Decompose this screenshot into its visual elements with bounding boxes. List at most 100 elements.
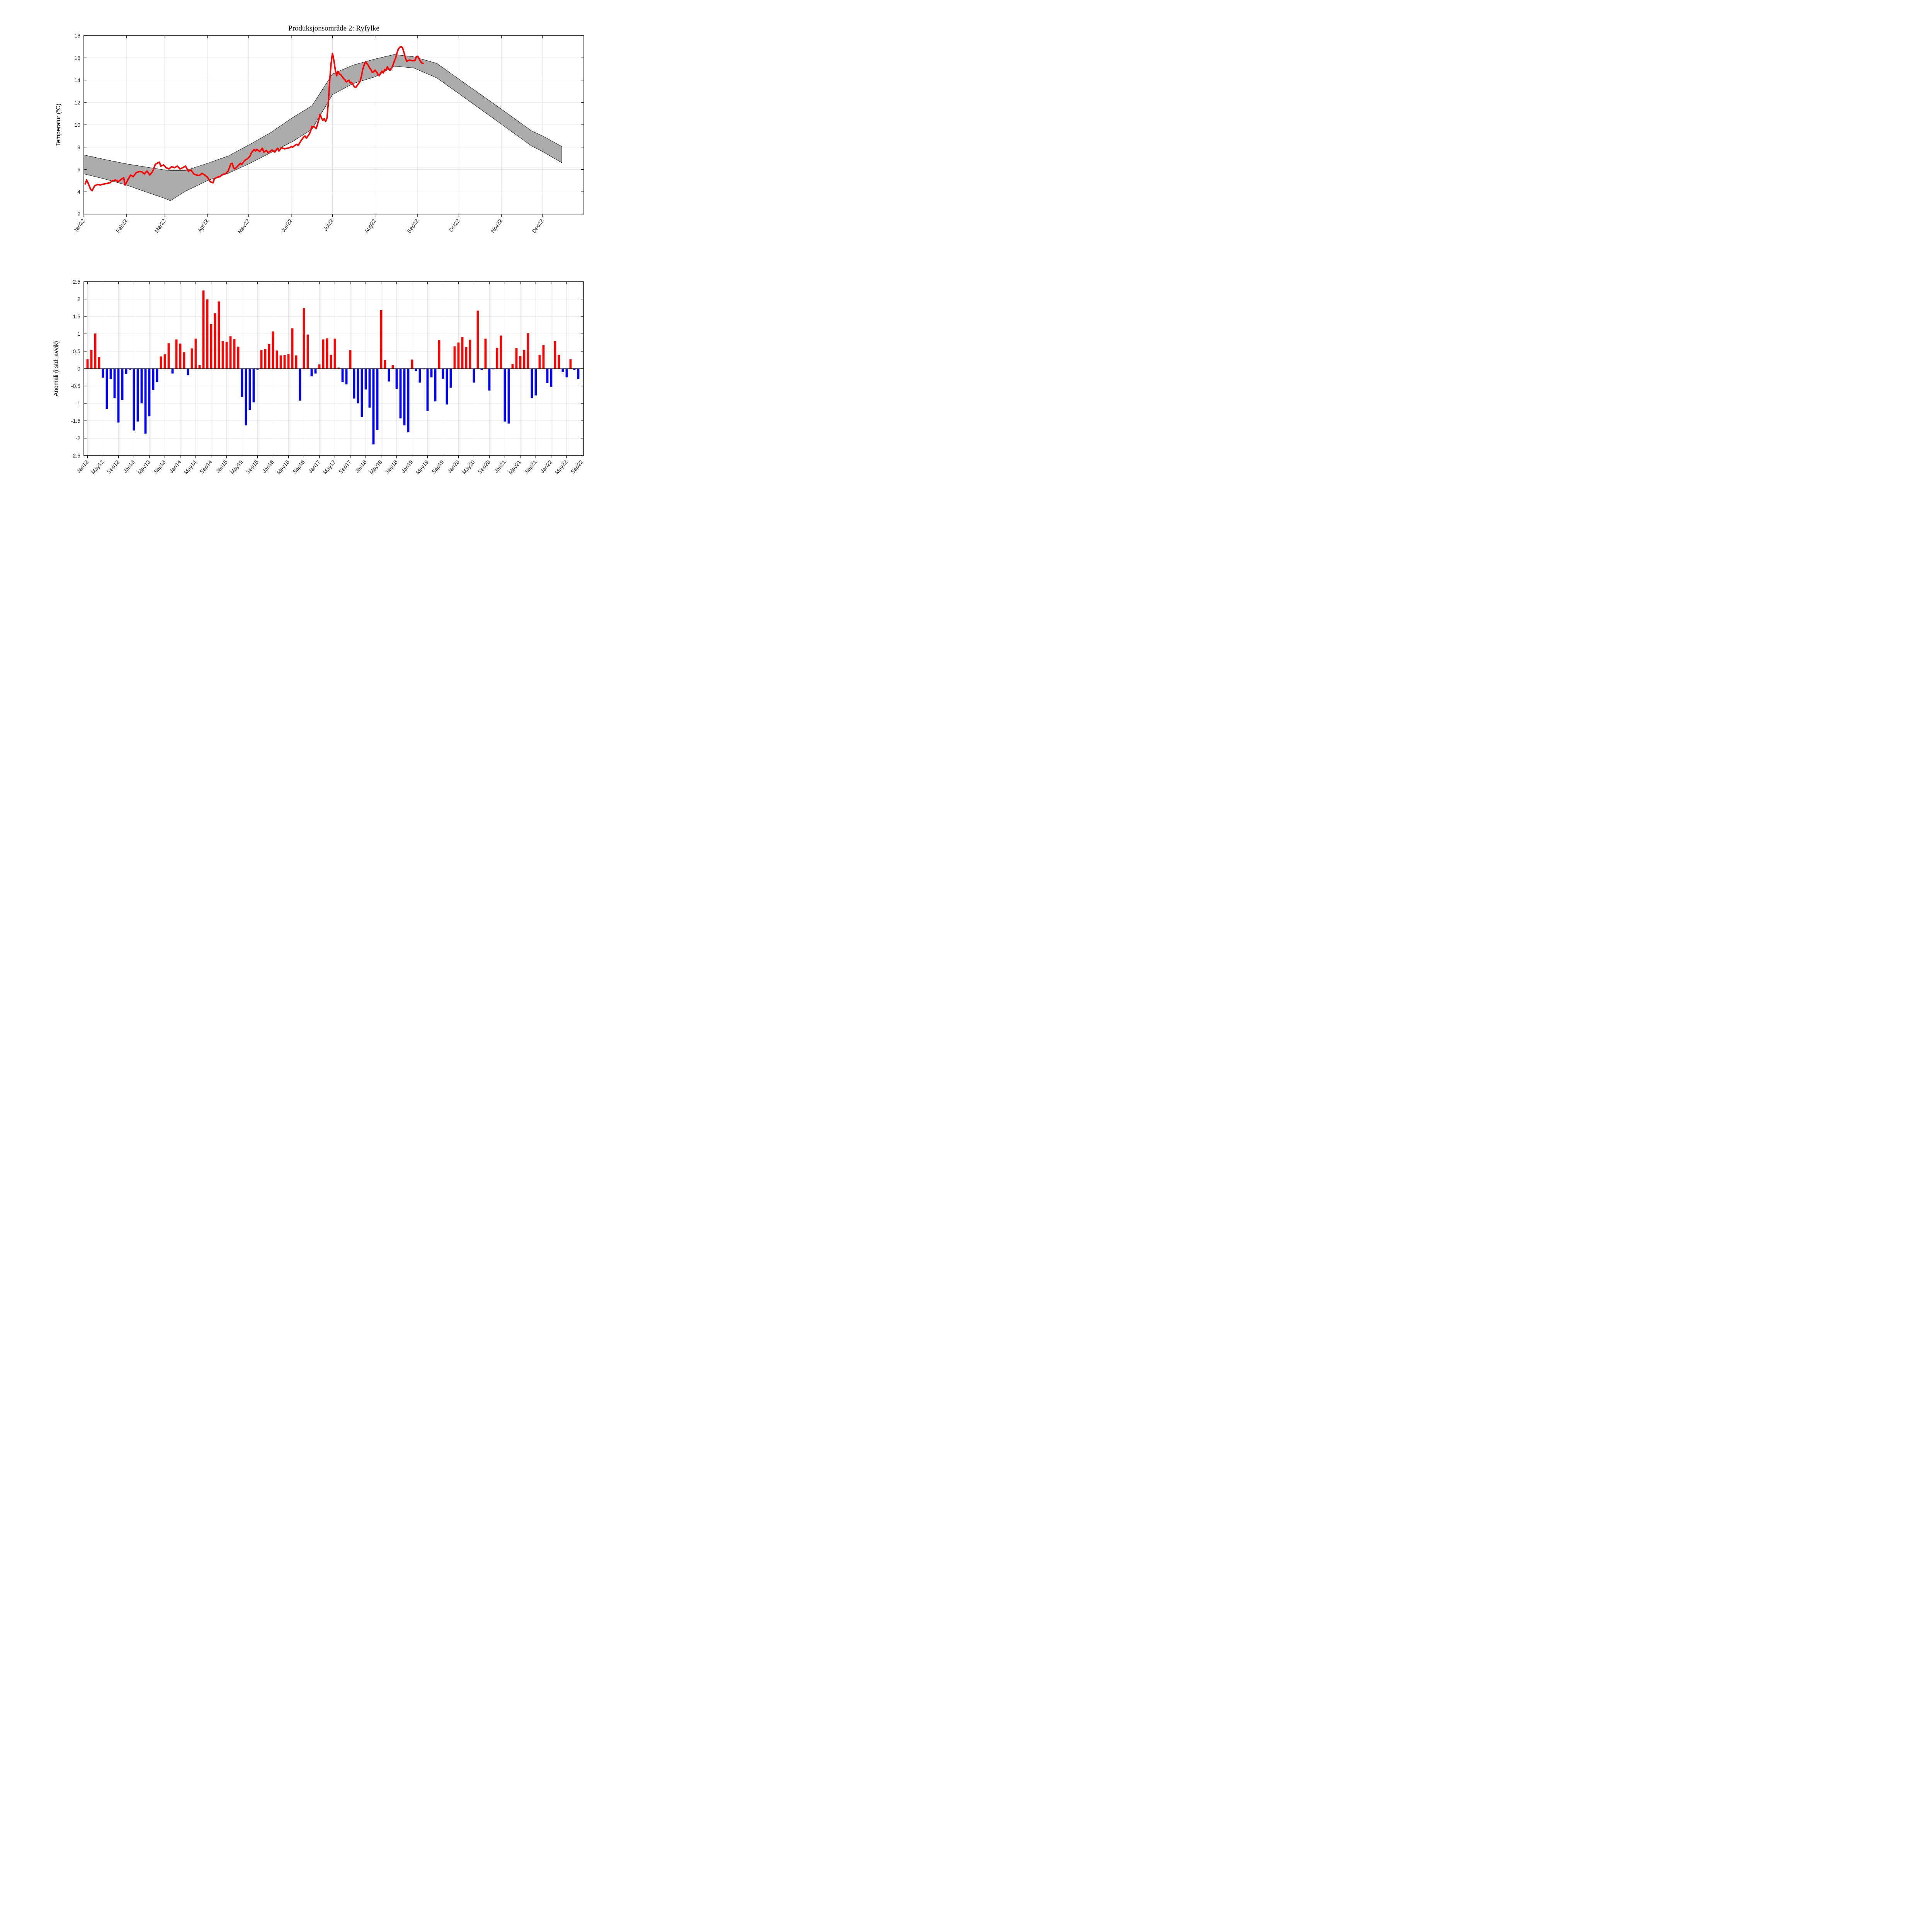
x-tick-label: Sep16 [291,459,306,474]
anomaly-bar [190,348,193,369]
y-tick-label: 16 [74,55,80,61]
x-tick-label: Mar22 [153,218,167,234]
x-tick-label: Sep14 [199,459,213,474]
y-tick-label: 0.5 [73,348,81,354]
anomaly-bar [391,365,394,369]
y-tick-label: 4 [77,189,80,195]
anomaly-bar [148,369,151,417]
x-tick-label: May20 [461,459,476,475]
anomaly-bar [388,369,390,382]
y-tick-label: 1 [77,331,80,337]
x-tick-label: Jan22 [72,218,86,233]
anomaly-bar [449,369,452,388]
anomaly-bar [426,369,429,411]
anomaly-bar [221,341,224,369]
anomaly-bar [303,308,305,369]
anomaly-bar [357,369,359,403]
x-tick-label: Jan12 [75,459,90,474]
x-tick-label: Jan21 [493,459,507,474]
anomaly-bar [322,339,325,369]
anomaly-bar [515,348,518,369]
anomaly-bar [527,333,529,369]
x-tick-label: May16 [276,459,291,475]
anomaly-bar [175,339,178,369]
y-tick-label: -1 [76,400,81,406]
x-tick-label: Apr22 [196,218,210,233]
y-tick-label: 2.5 [73,279,81,285]
x-tick-label: Aug22 [363,218,377,234]
anomaly-bar [326,338,328,369]
x-tick-label: Sep18 [384,459,399,474]
anomaly-bar [306,334,309,369]
x-tick-label: May18 [368,459,383,475]
x-tick-label: Jan16 [261,459,275,474]
y-tick-label: 10 [74,122,80,128]
x-tick-label: May13 [136,459,151,475]
anomaly-bar [465,347,468,369]
anomaly-bar [94,333,97,369]
anomaly-bar [167,343,170,369]
x-tick-label: Oct22 [447,218,461,233]
anomaly-bar [399,369,402,418]
x-tick-label: Sep22 [406,218,420,234]
x-tick-label: Jan17 [307,459,321,474]
charts-svg: Produksjonsområde 2: Ryfylke Temperatur … [53,24,584,475]
anomaly-bar [98,357,100,369]
anomaly-bar [86,359,89,369]
x-tick-label: May14 [183,459,198,475]
anomaly-bar [310,369,313,376]
anomaly-bar [206,299,209,369]
anomaly-bar [337,367,340,369]
x-tick-label: Jan13 [122,459,136,474]
x-tick-label: Jan15 [214,459,229,474]
x-tick-label: Sep17 [338,459,352,474]
anomaly-bar [105,369,108,409]
anomaly-bar [496,348,498,369]
anomaly-bar [446,369,448,405]
anomaly-bar [411,359,413,369]
chart-title: Produksjonsområde 2: Ryfylke [288,24,379,32]
anomaly-bar [214,313,216,369]
anomaly-bar [113,369,116,398]
anomaly-bar [194,338,197,369]
anomaly-bar [241,369,243,397]
anomaly-bar [256,369,259,370]
y-tick-label: 18 [74,32,80,39]
anomaly-bar [500,335,502,369]
anomaly-bar [125,369,128,374]
anomaly-bar [152,369,155,390]
x-tick-label: May21 [507,459,522,475]
x-tick-label: May22 [236,218,251,235]
anomaly-bar [129,369,131,370]
x-tick-label: May15 [229,459,244,475]
anomaly-bar [333,338,336,369]
x-tick-label: Jan19 [400,459,414,474]
anomaly-bar [202,290,205,369]
anomaly-bar [283,355,286,369]
anomaly-bar [160,356,162,369]
y-tick-label: 14 [74,77,80,83]
anomaly-bar [438,340,440,369]
anomaly-bar [565,369,568,378]
anomaly-bar [260,350,263,369]
anomaly-bar [534,369,537,396]
anomaly-bar [268,344,270,369]
x-tick-label: Jan22 [539,459,553,474]
anomaly-bar [90,350,93,369]
x-tick-label: Sep22 [570,459,584,474]
anomaly-bar [171,369,174,374]
y-tick-label: 0 [77,366,80,372]
anomaly-bar [442,369,444,379]
anomaly-bar [345,369,348,384]
temperature-plot-area: 2 4 6 8 10 12 14 16 18 Jan22 Feb22 Mar22 Apr22 May22 J… [72,32,584,235]
anomaly-bar [102,369,104,378]
figure-canvas: Produksjonsområde 2: Ryfylke Temperatur … [0,0,644,510]
anomaly-bar [569,359,572,369]
x-tick-label: Sep21 [523,459,538,474]
x-tick-label: May22 [554,459,569,475]
anomaly-bar [415,369,417,371]
anomaly-bar [434,369,437,401]
x-tick-label: Nov22 [490,218,503,234]
x-tick-label: Sep15 [245,459,260,474]
anomaly-bar [507,369,510,424]
